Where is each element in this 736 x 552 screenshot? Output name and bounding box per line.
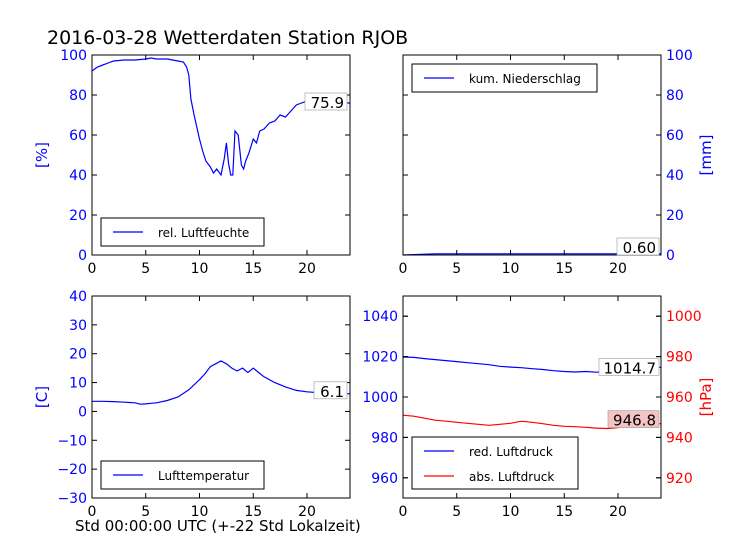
y-tick-label-right: 960	[666, 390, 693, 406]
value-label-abs-pressure-box	[607, 410, 660, 428]
y-tick-label-left: 60	[69, 128, 87, 144]
y-tick-label-right: 20	[666, 208, 684, 224]
x-tick-label: 5	[141, 504, 150, 520]
legend-label: abs. Luftdruck	[469, 470, 554, 484]
axes-frame-humidity	[91, 54, 351, 256]
panel-precip: 0 5 10 15 20 0 20 40 60 80 100 [mm] kum. Niederschla…	[399, 48, 715, 277]
x-tick-label: 20	[298, 261, 316, 277]
panel-humidity: 0 5 10 15 20 0 20 40 60 80 100 [%] rel. Luftfeuchte 7…	[33, 48, 351, 277]
x-tick-label: 10	[191, 261, 209, 277]
y-axis-label-right: [hPa]	[697, 378, 715, 417]
y-tick-label-left: 40	[69, 168, 87, 184]
legend-label: Lufttemperatur	[158, 469, 249, 483]
legend-label: red. Luftdruck	[469, 445, 553, 459]
figure-title: 2016-03-28 Wetterdaten Station RJOB	[47, 27, 408, 49]
y-tick-label-left: 100	[60, 48, 87, 64]
legend-label: kum. Niederschlag	[469, 72, 581, 86]
x-axis-caption: Std 00:00:00 UTC (+-22 Std Lokalzeit)	[75, 517, 361, 535]
y-tick-label-left: −10	[57, 433, 87, 449]
x-tick-label: 20	[298, 504, 316, 520]
y-tick-label-right: 100	[666, 48, 693, 64]
value-label-humidity: 75.9	[311, 94, 344, 112]
x-tick-label: 10	[502, 261, 520, 277]
axes-frame-precip	[402, 54, 662, 256]
x-tick-label: 20	[609, 261, 627, 277]
value-label-abs-pressure: 946.8	[613, 412, 656, 430]
y-tick-label-left: 30	[69, 318, 87, 334]
y-tick-label-right: 60	[666, 128, 684, 144]
y-tick-label-left: −30	[57, 491, 87, 507]
y-tick-label-left: 1020	[362, 350, 398, 366]
y-tick-label-right: 40	[666, 168, 684, 184]
value-label-humidity-box	[304, 92, 348, 111]
y-tick-label-right: 940	[666, 430, 693, 446]
y-tick-label-right: 920	[666, 471, 693, 487]
legend-label: rel. Luftfeuchte	[158, 226, 249, 240]
x-tick-label: 10	[191, 504, 209, 520]
y-tick-label-left: 1040	[362, 309, 398, 325]
y-tick-label-right: 980	[666, 350, 693, 366]
y-tick-label-right: 1000	[666, 309, 702, 325]
value-label-precip: 0.60	[623, 239, 656, 257]
y-axis-label-right: [mm]	[697, 135, 715, 176]
value-label-temperature: 6.1	[320, 383, 344, 401]
y-tick-label-right: 80	[666, 88, 684, 104]
y-tick-label-left: 80	[69, 88, 87, 104]
series-line-temperature-0	[92, 360, 351, 405]
axes-frame-temperature	[91, 295, 351, 499]
x-tick-label: 20	[609, 504, 627, 520]
y-tick-label-left: 10	[69, 376, 87, 392]
y-axis-label-left: [C]	[33, 386, 51, 408]
x-tick-label: 15	[555, 261, 573, 277]
value-label-temperature-box	[313, 381, 348, 400]
value-label-red-pressure-box	[598, 358, 660, 376]
y-tick-label-left: 0	[78, 404, 87, 420]
y-tick-label-left: 40	[69, 289, 87, 305]
x-tick-label: 5	[452, 504, 461, 520]
y-tick-label-left: 20	[69, 208, 87, 224]
y-tick-label-right: 0	[666, 248, 675, 264]
panel-pressure: 0 5 10 15 20 960 980 1000 1020 1040 920 940 960 980 10…	[362, 295, 715, 520]
x-tick-label: 5	[141, 261, 150, 277]
y-axis-label-left: [%]	[33, 142, 51, 168]
x-tick-label: 0	[88, 504, 97, 520]
y-tick-label-left: −20	[57, 462, 87, 478]
x-tick-label: 15	[555, 504, 573, 520]
x-tick-label: 15	[244, 261, 262, 277]
x-tick-label: 5	[452, 261, 461, 277]
value-label-precip-box	[616, 237, 660, 256]
x-tick-label: 0	[88, 261, 97, 277]
x-tick-label: 15	[244, 504, 262, 520]
y-tick-label-left: 0	[78, 248, 87, 264]
y-tick-label-left: 1000	[362, 390, 398, 406]
y-tick-label-left: 960	[371, 471, 398, 487]
y-tick-label-left: 20	[69, 347, 87, 363]
x-tick-label: 0	[399, 261, 408, 277]
x-tick-label: 10	[502, 504, 520, 520]
x-tick-label: 0	[399, 504, 408, 520]
series-line-humidity-0	[91, 57, 350, 177]
panel-temperature: 0 5 10 15 20 −30 −20 −10 0 10 20 30 40 [C] Lufttempera…	[33, 289, 351, 520]
legend-box	[411, 436, 579, 490]
value-label-red-pressure: 1014.7	[604, 359, 657, 377]
y-tick-label-left: 980	[371, 430, 398, 446]
